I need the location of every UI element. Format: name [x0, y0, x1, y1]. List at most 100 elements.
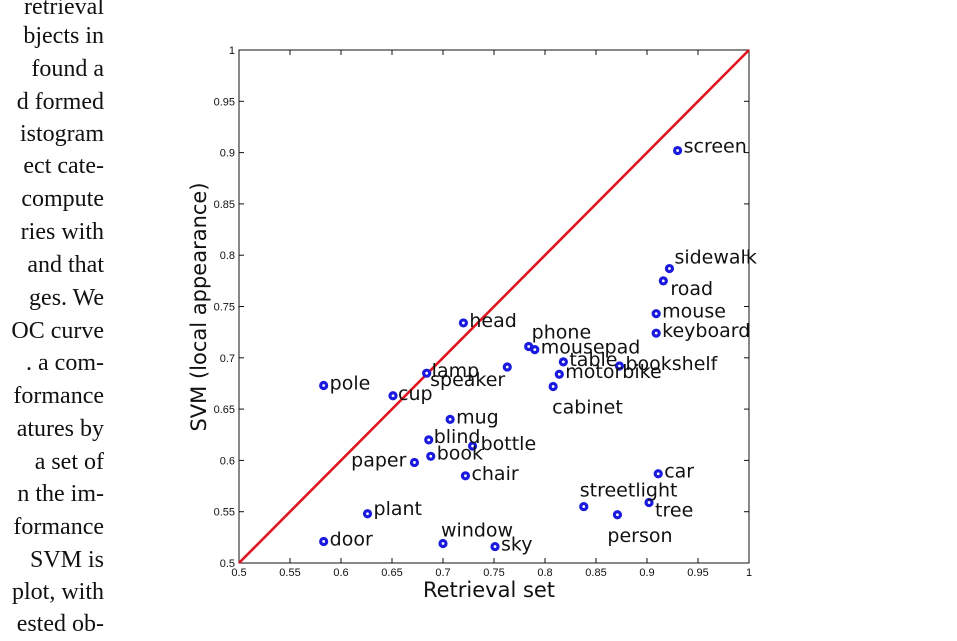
body-text-line: n the im-	[17, 481, 104, 507]
y-tick-label: 0.75	[214, 302, 235, 314]
point-label-lamp: lamp	[432, 360, 480, 382]
body-text-line: formance	[13, 514, 104, 540]
scatter-point-center	[654, 312, 658, 316]
scatter-point-center	[676, 149, 679, 152]
scatter-point-center	[533, 348, 537, 351]
y-tick-label: 1	[229, 45, 235, 57]
point-label-plant: plant	[374, 498, 422, 520]
y-tick-label: 0.5	[220, 558, 235, 570]
point-label-bookshelf: bookshelf	[625, 353, 718, 375]
point-label-blind: blind	[434, 426, 481, 448]
point-label-chair: chair	[471, 463, 518, 485]
x-tick-label: 0.75	[483, 567, 504, 579]
x-tick-label: 0.7	[435, 567, 450, 579]
point-label-car: car	[664, 461, 694, 483]
body-text-line: ested ob-	[16, 611, 104, 637]
scatter-point-center	[471, 444, 474, 448]
body-text-line: retrieval	[24, 0, 104, 20]
scatter-point-center	[448, 417, 452, 421]
scatter-point-center	[425, 371, 429, 375]
scatter-point-center	[661, 279, 665, 283]
x-tick-label: 0.8	[537, 567, 552, 579]
body-text-line: ries with	[20, 219, 104, 245]
point-label-mouse: mouse	[662, 301, 726, 323]
reference-line-layer	[238, 49, 750, 564]
point-label-head: head	[469, 310, 516, 332]
point-label-window: window	[441, 520, 513, 542]
body-text-line: bjects in	[23, 23, 104, 49]
y-tick-label: 0.6	[220, 455, 235, 467]
point-label-sky: sky	[501, 534, 532, 556]
x-tick-label: 0.9	[639, 567, 654, 579]
scatter-point-center	[464, 474, 467, 478]
body-text-line: formance	[13, 383, 104, 409]
x-tick-label: 0.6	[333, 567, 348, 579]
point-label-person: person	[607, 525, 672, 547]
body-text-line: compute	[21, 186, 104, 212]
body-text-line: ect cate-	[23, 153, 104, 179]
point-label-cup: cup	[398, 383, 433, 405]
scatter-point-center	[582, 505, 586, 508]
scatter-point-center	[462, 321, 465, 325]
point-label-door: door	[330, 528, 373, 550]
body-text-line: plot, with	[11, 579, 104, 605]
scatter-point-center	[366, 512, 369, 516]
body-text-line: atures by	[16, 416, 104, 442]
y-tick-label: 0.7	[220, 353, 235, 365]
points-layer	[319, 145, 683, 552]
point-label-book: book	[437, 442, 483, 464]
body-text-line: ges. We	[29, 285, 104, 311]
x-tick-label: 0.65	[381, 567, 402, 579]
scatter-point-center	[561, 360, 565, 364]
body-text-line: OC curve	[11, 318, 104, 344]
body-text-line: . a com-	[26, 350, 104, 376]
point-label-bottle: bottle	[481, 433, 537, 455]
scatter-point-center	[322, 384, 326, 387]
scatter-point-center	[391, 394, 395, 398]
point-label-phone: phone	[532, 322, 591, 344]
scatter-point-center	[654, 331, 658, 335]
scatter-point-center	[413, 461, 416, 464]
point-label-tree: tree	[655, 499, 693, 521]
x-tick-label: 0.85	[585, 567, 606, 579]
scatter-point-center	[616, 513, 619, 517]
point-label-motorbike: motorbike	[565, 361, 661, 383]
y-tick-label: 0.65	[214, 404, 235, 416]
scatter-point-center	[551, 385, 555, 388]
point-label-pole: pole	[330, 373, 371, 395]
point-label-streetlight: streetlight	[580, 480, 678, 502]
scatter-point-center	[527, 345, 531, 348]
scatter-point-center	[322, 540, 326, 543]
y-tick-label: 0.55	[214, 507, 235, 519]
point-label-speaker: speaker	[430, 369, 505, 391]
scatter-point-center	[557, 372, 561, 376]
body-text-line: d formed	[16, 89, 104, 115]
body-text-line: SVM is	[29, 547, 104, 573]
point-label-cabinet: cabinet	[552, 397, 623, 419]
point-label-road: road	[670, 278, 713, 300]
point-label-table: table	[569, 349, 617, 371]
scatter-point-center	[505, 365, 509, 369]
scatter-point-center	[647, 501, 651, 504]
y-axis-label: SVM (local appearance)	[187, 182, 211, 431]
y-tick-label: 0.85	[214, 199, 235, 211]
axes: 0.5 0.55 0.6 0.65 0.7 0.75 0.8 0.85 0.9 0.95 1 0.5 0…	[214, 45, 752, 579]
scatter-point-center	[427, 438, 431, 442]
x-tick-label: 0.55	[279, 567, 300, 579]
x-axis-label: Retrieval set	[423, 578, 555, 602]
point-label-sidewalk: sidewalk	[674, 247, 756, 269]
scatter-point-center	[656, 472, 660, 476]
point-label-keyboard: keyboard	[662, 320, 750, 342]
point-label-screen: screen	[684, 136, 747, 158]
y-tick-label: 0.9	[220, 148, 235, 160]
body-text-line: istogram	[20, 121, 104, 147]
point-label-mousepad: mousepad	[541, 337, 641, 359]
y-tick-label: 0.8	[220, 250, 235, 262]
scatter-point-center	[618, 364, 621, 368]
body-text-line: found a	[31, 56, 104, 82]
scatter-point-center	[441, 542, 445, 545]
scatter-point-center	[668, 267, 671, 270]
scatter-point-center	[429, 454, 433, 458]
